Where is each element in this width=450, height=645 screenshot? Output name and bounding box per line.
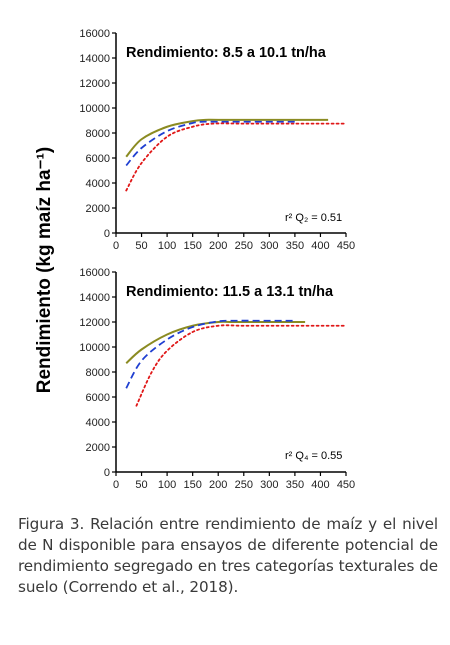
y-tick-label: 16000 bbox=[79, 267, 110, 279]
y-axis-label: Rendimiento (kg maíz ha⁻¹) bbox=[34, 147, 55, 394]
x-tick-label: 150 bbox=[183, 479, 201, 491]
r2-annotation-top: r² Q₂ = 0.51 bbox=[285, 212, 342, 224]
x-tick-label: 400 bbox=[311, 240, 329, 252]
x-tick-label: 350 bbox=[286, 479, 304, 491]
x-tick-label: 300 bbox=[260, 240, 278, 252]
x-tick-label: 450 bbox=[337, 479, 355, 491]
y-tick-label: 6000 bbox=[86, 392, 110, 404]
y-tick-label: 16000 bbox=[79, 28, 110, 40]
y-tick-label: 8000 bbox=[86, 367, 110, 379]
y-tick-label: 10000 bbox=[79, 342, 110, 354]
series-line-dashed bbox=[125, 120, 295, 167]
x-tick-label: 150 bbox=[183, 240, 201, 252]
y-tick-label: 14000 bbox=[79, 53, 110, 65]
y-tick-label: 4000 bbox=[86, 417, 110, 429]
figure-canvas: Rendimiento (kg maíz ha⁻¹) Rendimiento: … bbox=[34, 28, 355, 491]
x-tick-label: 50 bbox=[135, 240, 147, 252]
chart-title-bottom: Rendimiento: 11.5 a 13.1 tn/ha bbox=[126, 284, 334, 300]
series-line-solid bbox=[125, 118, 329, 158]
y-tick-label: 4000 bbox=[86, 178, 110, 190]
x-tick-label: 200 bbox=[209, 479, 227, 491]
y-tick-label: 0 bbox=[104, 467, 110, 479]
y-tick-label: 6000 bbox=[86, 153, 110, 165]
x-tick-label: 350 bbox=[286, 240, 304, 252]
y-tick-label: 12000 bbox=[79, 78, 110, 90]
x-tick-label: 400 bbox=[311, 479, 329, 491]
x-tick-label: 250 bbox=[235, 479, 253, 491]
chart-title-top: Rendimiento: 8.5 a 10.1 tn/ha bbox=[126, 45, 327, 61]
y-tick-label: 2000 bbox=[86, 442, 110, 454]
series-line-solid bbox=[125, 320, 306, 364]
series-line-dashed bbox=[125, 319, 295, 389]
x-tick-label: 450 bbox=[337, 240, 355, 252]
y-tick-label: 12000 bbox=[79, 317, 110, 329]
x-tick-label: 0 bbox=[113, 479, 119, 491]
chart-panel-top: Rendimiento: 8.5 a 10.1 tn/ha r² Q₂ = 0.… bbox=[79, 28, 355, 252]
x-tick-label: 100 bbox=[158, 479, 176, 491]
r2-annotation-bottom: r² Q₄ = 0.55 bbox=[285, 450, 342, 462]
x-tick-label: 300 bbox=[260, 479, 278, 491]
y-tick-label: 10000 bbox=[79, 103, 110, 115]
y-tick-label: 14000 bbox=[79, 292, 110, 304]
x-tick-label: 250 bbox=[235, 240, 253, 252]
chart-panel-bottom: Rendimiento: 11.5 a 13.1 tn/ha r² Q₄ = 0… bbox=[79, 267, 355, 491]
y-tick-label: 2000 bbox=[86, 203, 110, 215]
series-line-dotted bbox=[135, 324, 347, 407]
y-tick-label: 0 bbox=[104, 228, 110, 240]
x-tick-label: 100 bbox=[158, 240, 176, 252]
y-tick-label: 8000 bbox=[86, 128, 110, 140]
x-tick-label: 50 bbox=[135, 479, 147, 491]
figure-caption: Figura 3. Relación entre rendimiento de … bbox=[18, 515, 438, 596]
x-tick-label: 0 bbox=[113, 240, 119, 252]
x-tick-label: 200 bbox=[209, 240, 227, 252]
series-line-dotted bbox=[125, 122, 347, 192]
